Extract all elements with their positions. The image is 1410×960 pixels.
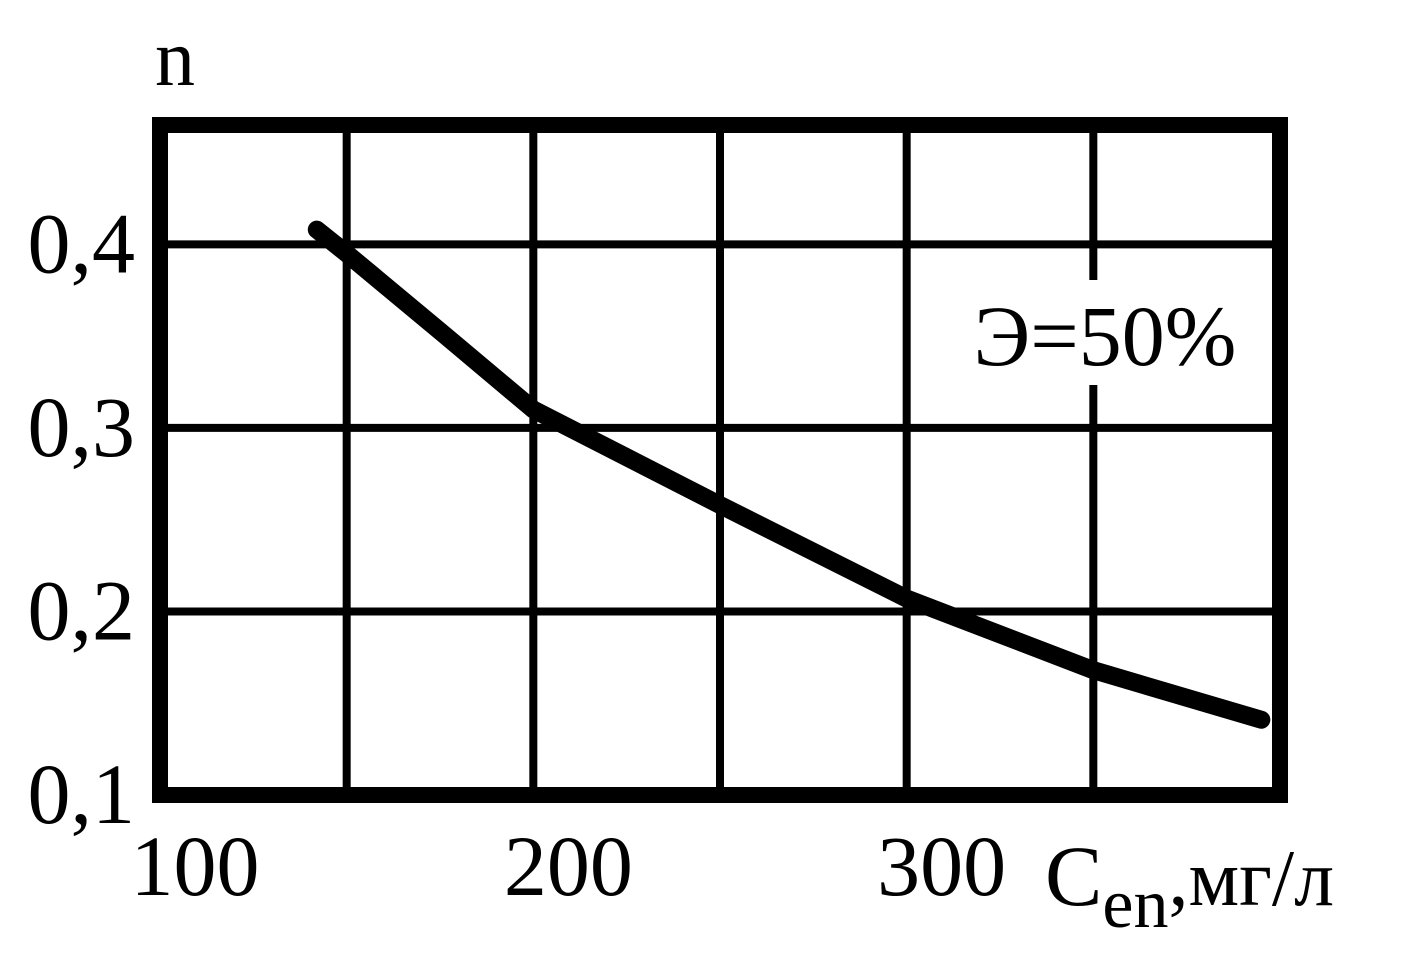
y-tick-label: 0,4 [28,195,136,291]
x-axis-label: Cen,мг/л [1045,828,1334,943]
x-tick-label: 100 [131,818,260,914]
y-tick-label: 0,1 [28,746,136,842]
y-tick-label: 0,2 [28,562,136,658]
x-tick-label: 200 [504,818,633,914]
annotation-background [955,280,1255,385]
x-axis-label-sub: en [1102,866,1168,943]
data-line [307,220,1271,729]
x-axis-label-main: C [1045,828,1102,924]
x-axis-label-unit: ,мг/л [1168,835,1334,923]
plot-frame [152,117,1288,803]
x-tick-label: 300 [877,818,1006,914]
y-tick-label: 0,3 [28,379,136,475]
y-axis-label: n [155,15,195,103]
annotation: Э=50% [974,288,1237,384]
